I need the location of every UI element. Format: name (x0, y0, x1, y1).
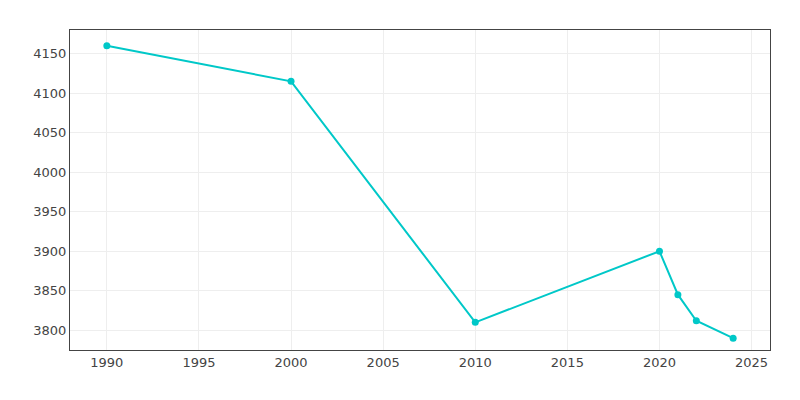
svg-text:2015: 2015 (551, 355, 584, 370)
svg-text:2025: 2025 (735, 355, 768, 370)
svg-text:1990: 1990 (90, 355, 123, 370)
svg-text:3850: 3850 (33, 283, 66, 298)
svg-text:2000: 2000 (275, 355, 308, 370)
svg-text:1995: 1995 (182, 355, 215, 370)
svg-text:4050: 4050 (33, 125, 66, 140)
svg-text:3800: 3800 (33, 323, 66, 338)
svg-text:4150: 4150 (33, 46, 66, 61)
svg-text:2005: 2005 (367, 355, 400, 370)
svg-text:2020: 2020 (643, 355, 676, 370)
svg-text:4100: 4100 (33, 86, 66, 101)
svg-text:2010: 2010 (459, 355, 492, 370)
svg-text:3900: 3900 (33, 244, 66, 259)
svg-text:4000: 4000 (33, 165, 66, 180)
svg-text:3950: 3950 (33, 204, 66, 219)
